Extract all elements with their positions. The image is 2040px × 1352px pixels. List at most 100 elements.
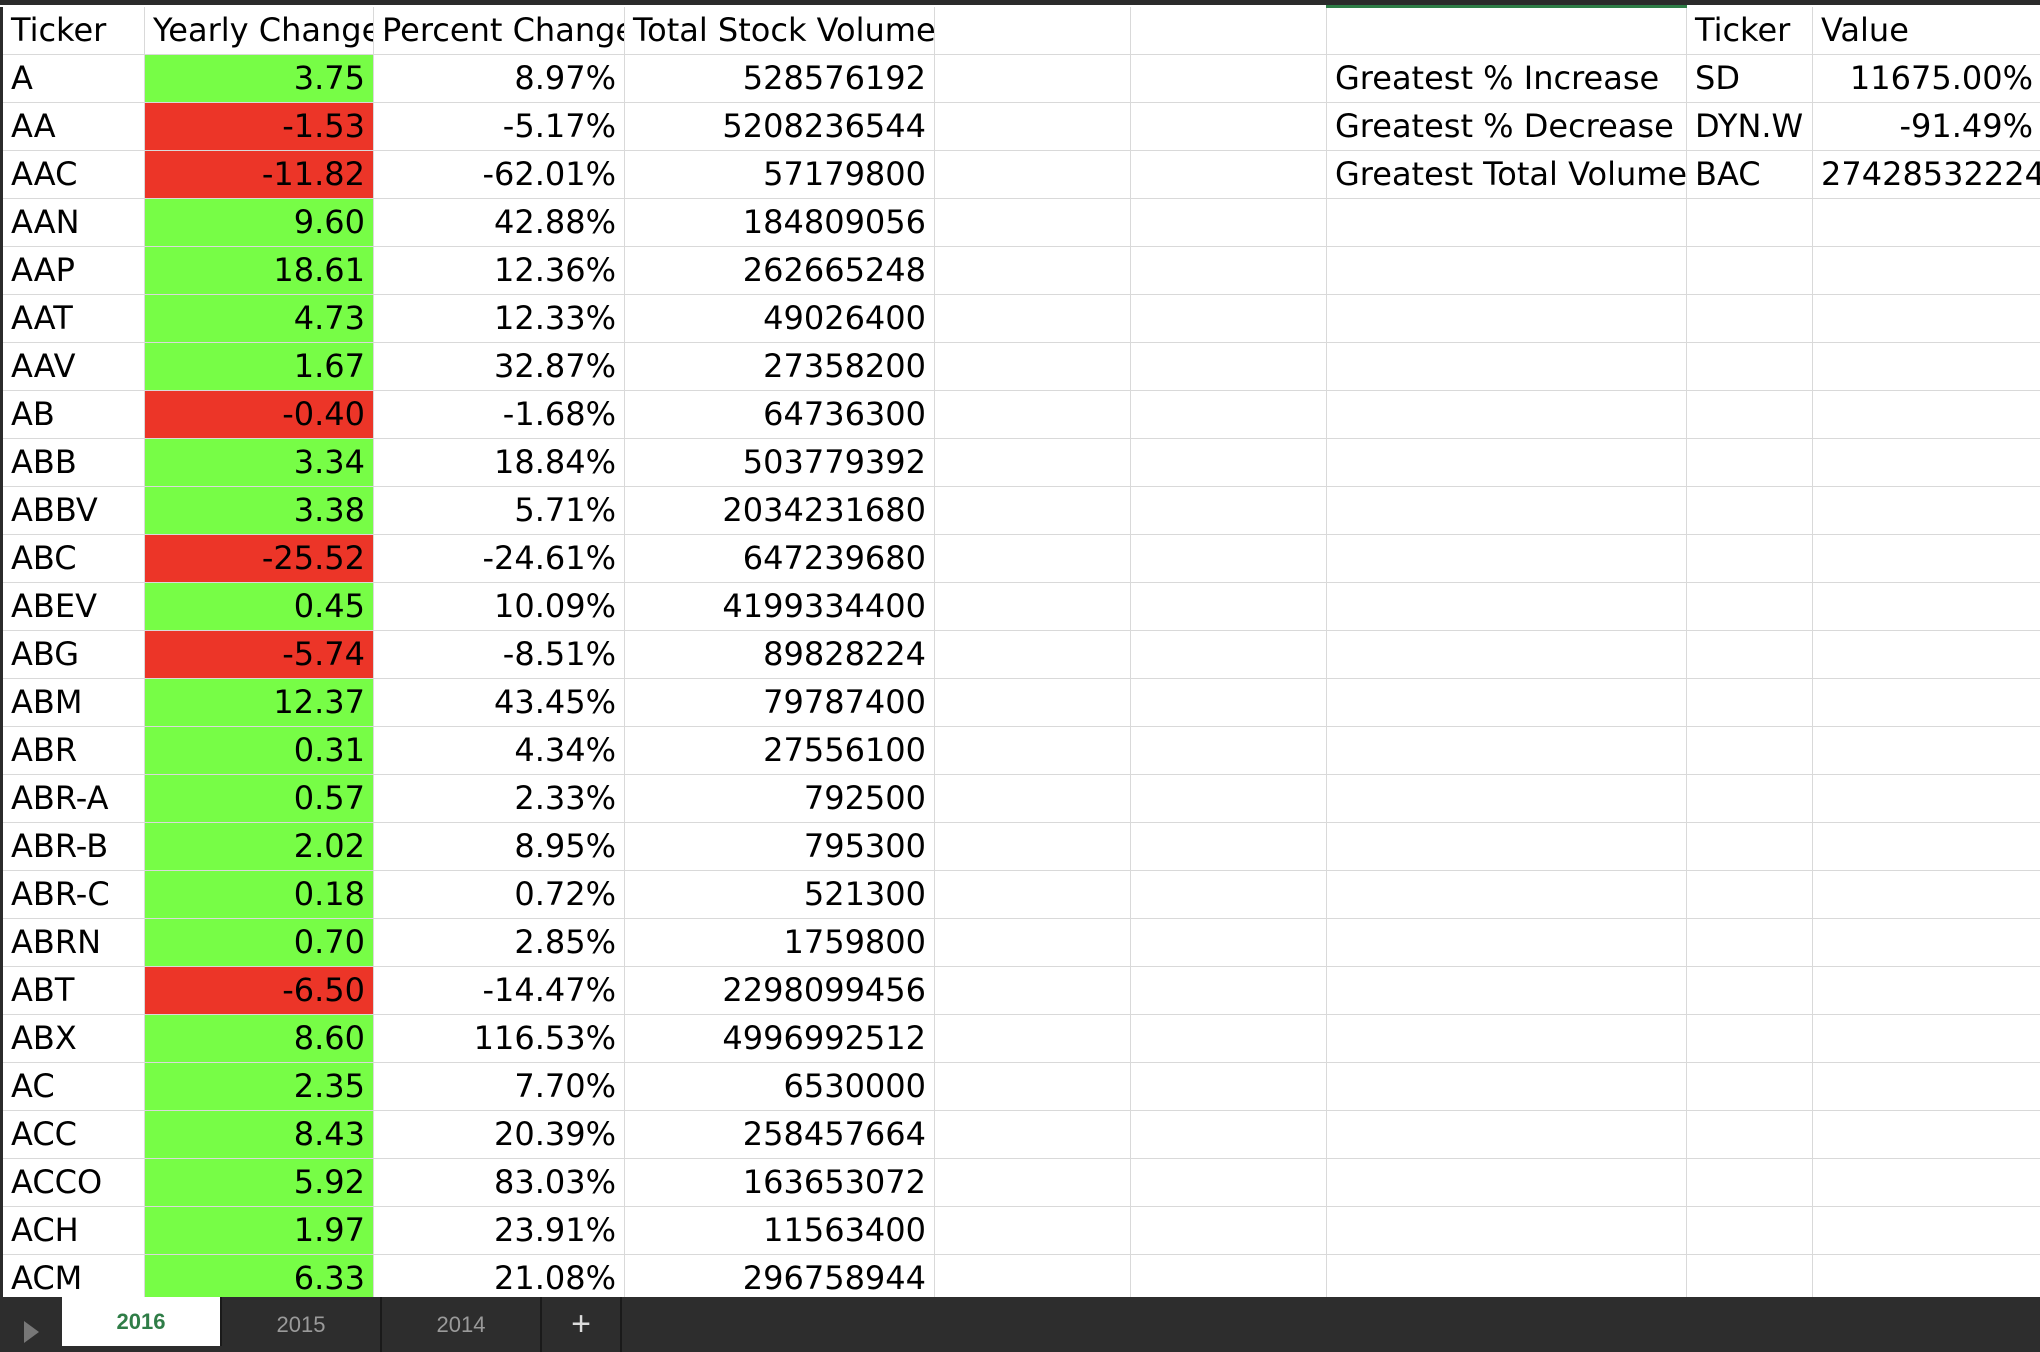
empty-cell[interactable]: [1130, 294, 1327, 343]
empty-cell[interactable]: [1686, 726, 1813, 775]
cell-yearly-change[interactable]: 2.35: [144, 1062, 374, 1111]
empty-cell[interactable]: [1812, 390, 2040, 439]
empty-cell[interactable]: [1130, 390, 1327, 439]
sheet-tab-2015[interactable]: 2015: [222, 1297, 382, 1352]
cell-percent-change[interactable]: 42.88%: [373, 198, 625, 247]
empty-cell[interactable]: [1130, 630, 1327, 679]
empty-cell[interactable]: [1812, 1254, 2040, 1303]
empty-cell[interactable]: [1812, 726, 2040, 775]
empty-cell[interactable]: [1686, 774, 1813, 823]
cell-yearly-change[interactable]: 18.61: [144, 246, 374, 295]
empty-cell[interactable]: [1326, 774, 1687, 823]
empty-cell[interactable]: [1686, 1062, 1813, 1111]
sheet-tab-2014[interactable]: 2014: [382, 1297, 542, 1352]
cell-ticker[interactable]: AC: [0, 1062, 145, 1111]
empty-cell[interactable]: [1130, 534, 1327, 583]
empty-cell[interactable]: [1686, 1110, 1813, 1159]
empty-cell[interactable]: [1686, 342, 1813, 391]
cell-percent-change[interactable]: -62.01%: [373, 150, 625, 199]
empty-cell[interactable]: [1326, 390, 1687, 439]
empty-cell[interactable]: [1130, 1254, 1327, 1303]
cell-total-stock-volume[interactable]: 49026400: [624, 294, 935, 343]
empty-cell[interactable]: [1130, 1014, 1327, 1063]
empty-cell[interactable]: [934, 54, 1131, 103]
empty-cell[interactable]: [1326, 678, 1687, 727]
header-ticker[interactable]: Ticker: [0, 6, 145, 55]
cell-yearly-change[interactable]: 9.60: [144, 198, 374, 247]
summary-ticker[interactable]: DYN.W: [1686, 102, 1813, 151]
empty-cell[interactable]: [1130, 150, 1327, 199]
sheet-tab-2016[interactable]: 2016: [62, 1297, 222, 1346]
cell-percent-change[interactable]: 0.72%: [373, 870, 625, 919]
cell-yearly-change[interactable]: 2.02: [144, 822, 374, 871]
summary-value[interactable]: -91.49%: [1812, 102, 2040, 151]
empty-cell[interactable]: [934, 726, 1131, 775]
cell-yearly-change[interactable]: 8.43: [144, 1110, 374, 1159]
empty-cell[interactable]: [1326, 342, 1687, 391]
empty-cell[interactable]: [934, 438, 1131, 487]
cell-percent-change[interactable]: 10.09%: [373, 582, 625, 631]
cell-yearly-change[interactable]: 1.97: [144, 1206, 374, 1255]
cell-total-stock-volume[interactable]: 1759800: [624, 918, 935, 967]
cell-ticker[interactable]: ACC: [0, 1110, 145, 1159]
empty-cell[interactable]: [1686, 1014, 1813, 1063]
empty-cell[interactable]: [1130, 246, 1327, 295]
empty-cell[interactable]: [1812, 966, 2040, 1015]
cell-percent-change[interactable]: 116.53%: [373, 1014, 625, 1063]
empty-cell[interactable]: [1326, 1254, 1687, 1303]
empty-cell[interactable]: [934, 102, 1131, 151]
cell-ticker[interactable]: ACH: [0, 1206, 145, 1255]
empty-cell[interactable]: [1326, 870, 1687, 919]
empty-cell[interactable]: [1130, 918, 1327, 967]
empty-cell[interactable]: [1686, 918, 1813, 967]
empty-cell[interactable]: [934, 870, 1131, 919]
empty-cell[interactable]: [1812, 582, 2040, 631]
cell-ticker[interactable]: AAP: [0, 246, 145, 295]
empty-cell[interactable]: [1812, 822, 2040, 871]
cell-total-stock-volume[interactable]: 11563400: [624, 1206, 935, 1255]
cell-ticker[interactable]: ABBV: [0, 486, 145, 535]
empty-cell[interactable]: [1326, 822, 1687, 871]
empty-cell[interactable]: [1812, 630, 2040, 679]
empty-cell[interactable]: [1686, 966, 1813, 1015]
cell-yearly-change[interactable]: 0.31: [144, 726, 374, 775]
summary-label[interactable]: Greatest % Decrease: [1326, 102, 1687, 151]
empty-cell[interactable]: [1686, 390, 1813, 439]
cell-ticker[interactable]: ABR-B: [0, 822, 145, 871]
cell-yearly-change[interactable]: 0.45: [144, 582, 374, 631]
empty-cell[interactable]: [1812, 246, 2040, 295]
summary-ticker[interactable]: SD: [1686, 54, 1813, 103]
cell-yearly-change[interactable]: 3.38: [144, 486, 374, 535]
cell-yearly-change[interactable]: -0.40: [144, 390, 374, 439]
empty-cell[interactable]: [1130, 870, 1327, 919]
empty-cell[interactable]: [1130, 966, 1327, 1015]
cell-ticker[interactable]: ACCO: [0, 1158, 145, 1207]
cell-percent-change[interactable]: 18.84%: [373, 438, 625, 487]
cell-percent-change[interactable]: 2.85%: [373, 918, 625, 967]
empty-cell[interactable]: [1812, 678, 2040, 727]
empty-cell[interactable]: [1812, 1206, 2040, 1255]
cell-total-stock-volume[interactable]: 27358200: [624, 342, 935, 391]
empty-cell[interactable]: [1130, 774, 1327, 823]
cell-ticker[interactable]: ABEV: [0, 582, 145, 631]
cell-yearly-change[interactable]: 0.18: [144, 870, 374, 919]
cell-total-stock-volume[interactable]: 4199334400: [624, 582, 935, 631]
cell-yearly-change[interactable]: 5.92: [144, 1158, 374, 1207]
empty-cell[interactable]: [934, 1206, 1131, 1255]
cell-ticker[interactable]: ABX: [0, 1014, 145, 1063]
cell-ticker[interactable]: AAV: [0, 342, 145, 391]
summary-value[interactable]: 11675.00%: [1812, 54, 2040, 103]
empty-cell[interactable]: [1130, 1158, 1327, 1207]
cell-total-stock-volume[interactable]: 528576192: [624, 54, 935, 103]
empty-cell[interactable]: [934, 390, 1131, 439]
empty-cell[interactable]: [1130, 486, 1327, 535]
empty-cell[interactable]: [1686, 1206, 1813, 1255]
empty-cell[interactable]: [1812, 918, 2040, 967]
empty-cell[interactable]: [1326, 1062, 1687, 1111]
cell-percent-change[interactable]: 8.95%: [373, 822, 625, 871]
empty-cell[interactable]: [934, 246, 1131, 295]
empty-cell[interactable]: [1130, 582, 1327, 631]
cell-percent-change[interactable]: -24.61%: [373, 534, 625, 583]
empty-cell[interactable]: [1326, 486, 1687, 535]
empty-cell[interactable]: [1326, 630, 1687, 679]
